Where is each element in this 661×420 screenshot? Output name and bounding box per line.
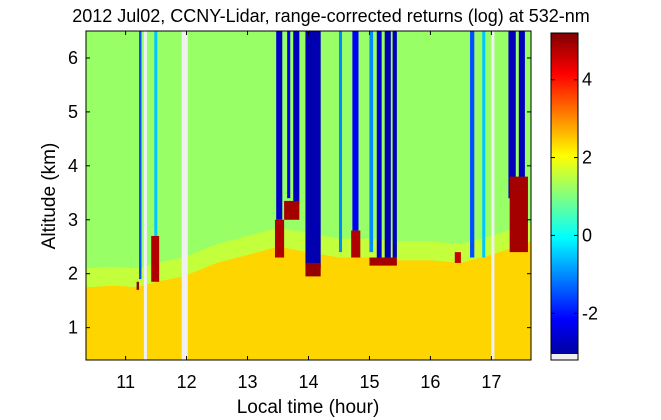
attenuated-column [508,31,516,199]
y-axis: 1 2 3 4 5 6 [68,48,531,338]
attenuated-column [293,31,300,204]
colorbar-gradient [551,33,578,360]
attenuated-column [139,31,142,280]
colorbar-frame [550,32,579,361]
y-tick-label: 5 [68,102,78,122]
x-tick-label: 15 [359,372,379,392]
y-tick-label: 1 [68,318,78,338]
attenuated-column [287,31,291,199]
attenuated-column [154,31,158,236]
cloud-feature [151,235,160,282]
colorbar: -2 0 2 4 [550,32,598,361]
cloud-feature [454,252,461,263]
attenuated-column [470,31,475,258]
cloud-feature [274,219,285,258]
y-axis-label: Altitude (km) [39,143,60,250]
attenuated-column [338,31,343,253]
x-tick-label: 13 [238,372,258,392]
x-tick-label: 16 [420,372,440,392]
attenuated-column [518,31,525,209]
attenuated-column [384,31,391,258]
cloud-feature [136,281,140,290]
data-gap [491,31,495,360]
y-tick-label: 3 [68,210,78,230]
y-tick-label: 6 [68,48,78,68]
cloud-feature [509,176,528,253]
x-axis: 11 12 13 14 15 16 17 [116,31,501,392]
y-tick-label: 4 [68,156,78,176]
heatmap-cells [86,31,531,360]
colorbar-tick-label: 2 [582,148,592,168]
x-axis-label: Local time (hour) [237,397,380,418]
x-tick-label: 11 [116,372,135,392]
data-gap [181,31,188,360]
attenuated-column [376,31,382,258]
heatmap-plot-area [85,30,532,361]
chart-title: 2012 Jul02, CCNY-Lidar, range-corrected … [72,6,590,26]
attenuated-column [305,31,321,269]
boundary-layer [86,241,531,360]
colorbar-nodata-swatch [551,354,578,360]
cloud-feature [305,262,321,277]
x-tick-label: 14 [298,372,318,392]
attenuated-column [369,31,374,253]
attenuated-column [352,31,359,231]
cloud-feature [369,257,397,266]
data-gap [143,31,147,360]
x-tick-label: 17 [481,372,501,392]
attenuated-column [482,31,486,258]
attenuated-column [392,31,397,258]
colorbar-tick-label: 0 [582,225,592,245]
cloud-feature [284,200,300,220]
colorbar-ticks: -2 0 2 4 [551,70,598,323]
x-tick-label: 12 [177,372,197,392]
cloud-feature [351,230,361,258]
colorbar-tick-label: -2 [582,303,598,323]
colorbar-tick-label: 4 [582,70,592,90]
y-tick-label: 2 [68,264,78,284]
attenuated-column [276,31,283,220]
